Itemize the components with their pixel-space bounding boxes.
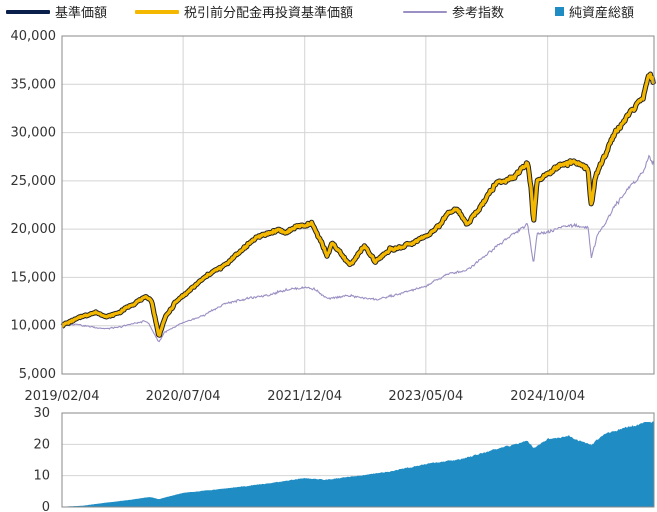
price-chart-series (60, 71, 657, 343)
net-assets-chart-frame (61, 412, 655, 508)
price-y-tick-label: 5,000 (19, 367, 56, 382)
price-y-tick-label: 15,000 (11, 270, 57, 285)
legend-label-net-assets: 純資産総額 (569, 6, 635, 21)
price-x-tick-label: 2019/02/04 (25, 389, 100, 404)
net-assets-y-tick-label: 30 (33, 406, 50, 421)
net-assets-chart-y-tick-labels: 30 20 10 0 (33, 406, 50, 512)
net-assets-y-tick-label: 10 (33, 469, 50, 484)
legend-item-net-assets: 純資産総額 (555, 2, 634, 21)
legend-item-reinvested: 税引前分配金再投資基準価額 (135, 2, 353, 21)
price-chart-frame (61, 35, 655, 375)
price-y-tick-label: 30,000 (11, 126, 57, 141)
reinvested-nav-line-outline (60, 71, 657, 338)
price-x-tick-label: 2021/12/04 (267, 389, 342, 404)
legend-swatch-reference (403, 10, 447, 13)
net-assets-chart-series (62, 421, 655, 508)
reference-index-line (61, 154, 655, 343)
price-x-tick-label: 2023/05/04 (388, 389, 463, 404)
price-chart-gridlines (61, 35, 654, 375)
net-assets-y-tick-label: 20 (33, 437, 50, 452)
price-y-tick-label: 20,000 (11, 222, 57, 237)
legend-swatch-base-price (6, 9, 50, 14)
legend-label-reference: 参考指数 (452, 6, 505, 21)
price-y-tick-label: 10,000 (11, 319, 57, 334)
net-assets-y-tick-label: 0 (42, 500, 50, 512)
reinvested-nav-line (61, 72, 656, 337)
chart-legend: 基準価額 税引前分配金再投資基準価額 参考指数 純資産総額 (0, 0, 657, 22)
price-y-tick-label: 25,000 (11, 174, 57, 189)
legend-label-reinvested: 税引前分配金再投資基準価額 (184, 6, 354, 21)
price-x-tick-label: 2024/10/04 (510, 389, 585, 404)
legend-label-base-price: 基準価額 (55, 6, 108, 21)
price-y-tick-label: 35,000 (11, 77, 57, 92)
legend-swatch-net-assets (555, 7, 564, 16)
net-assets-area-chart: 30 20 10 0 (33, 406, 655, 512)
legend-swatch-reinvested (135, 9, 179, 14)
price-chart-y-tick-labels: 40,000 35,000 30,000 25,000 20,000 15,000 10,0… (11, 29, 57, 382)
legend-item-reference: 参考指数 (403, 2, 504, 21)
price-line-chart: 40,000 35,000 30,000 25,000 20,000 15,000 10,0… (11, 29, 657, 404)
price-x-tick-label: 2020/07/04 (146, 389, 221, 404)
net-assets-area (62, 421, 655, 508)
price-chart-x-tick-labels: 2019/02/04 2020/07/04 2021/12/04 2023/05/04… (25, 389, 586, 404)
legend-item-base-price: 基準価額 (6, 2, 107, 21)
price-y-tick-label: 40,000 (11, 29, 57, 44)
